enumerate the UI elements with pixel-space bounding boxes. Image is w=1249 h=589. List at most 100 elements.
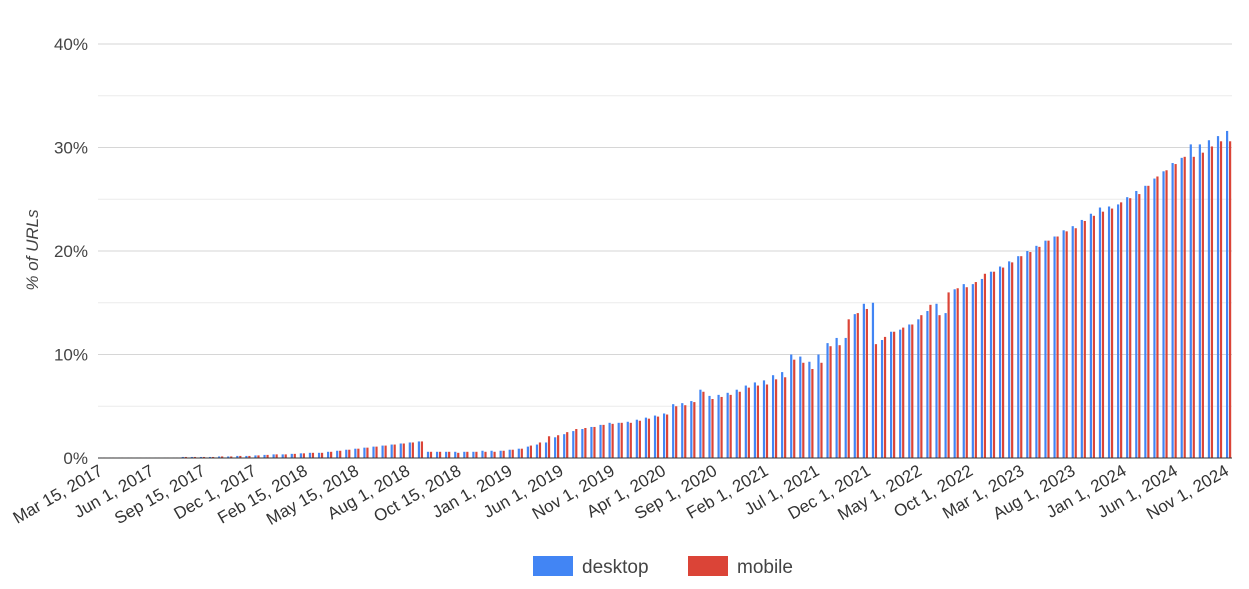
- desktop-bar: [308, 452, 312, 458]
- mobile-bar: [257, 455, 260, 458]
- desktop-bar: [944, 313, 947, 458]
- mobile-bar: [656, 416, 660, 458]
- y-tick-label: 0%: [63, 449, 88, 468]
- mobile-bar: [275, 454, 278, 458]
- mobile-bar: [384, 445, 387, 458]
- desktop-bar: [644, 417, 648, 458]
- desktop-bar: [463, 451, 466, 458]
- desktop-bar: [826, 343, 829, 458]
- desktop-bar: [290, 453, 293, 458]
- mobile-bar: [520, 448, 523, 458]
- mobile-bar: [738, 391, 741, 458]
- legend[interactable]: desktop mobile: [533, 556, 793, 578]
- desktop-bar: [908, 324, 911, 458]
- mobile-bar: [729, 394, 732, 458]
- mobile-bar: [1047, 240, 1050, 458]
- desktop-bar: [1089, 213, 1092, 458]
- desktop-bar: [726, 392, 729, 458]
- mobile-bar: [711, 399, 714, 458]
- desktop-bar: [454, 451, 457, 458]
- desktop-bar: [1107, 206, 1111, 458]
- desktop-bar: [935, 303, 938, 458]
- desktop-bar: [653, 415, 657, 458]
- mobile-bar: [1065, 231, 1068, 458]
- mobile-bar: [1038, 246, 1041, 458]
- desktop-bar: [989, 271, 993, 458]
- mobile-bar: [974, 282, 977, 458]
- mobile-bar: [611, 423, 614, 458]
- desktop-bar: [1153, 178, 1156, 459]
- desktop-bar: [1171, 163, 1174, 458]
- desktop-bar: [917, 319, 920, 458]
- desktop-bar: [345, 449, 348, 458]
- mobile-bar: [466, 451, 469, 458]
- mobile-bar: [339, 450, 342, 458]
- mobile-bar: [193, 456, 197, 458]
- desktop-bar: [236, 455, 239, 458]
- desktop-bar: [336, 450, 339, 458]
- desktop-bar: [1216, 136, 1220, 459]
- mobile-bar: [457, 452, 460, 458]
- desktop-bar: [880, 340, 884, 458]
- mobile-bar: [547, 436, 551, 458]
- mobile-bar: [1020, 256, 1023, 458]
- desktop-bar: [635, 419, 638, 458]
- mobile-bar: [411, 442, 414, 458]
- mobile-bar: [593, 426, 596, 458]
- mobile-bar: [1219, 141, 1223, 459]
- mobile-bar: [1156, 176, 1159, 459]
- desktop-bar: [590, 426, 593, 458]
- desktop-bar: [1017, 256, 1020, 458]
- desktop-bar: [199, 456, 203, 458]
- mobile-bar: [1001, 267, 1005, 458]
- mobile-bar: [1083, 220, 1086, 458]
- y-tick-label: 10%: [54, 346, 88, 365]
- desktop-bar: [372, 446, 375, 458]
- desktop-bar: [1226, 130, 1229, 458]
- desktop-bar: [617, 422, 620, 458]
- desktop-bar: [327, 451, 330, 458]
- mobile-bar: [393, 444, 396, 458]
- desktop-bar: [1008, 261, 1011, 458]
- desktop-bar: [1180, 157, 1183, 458]
- desktop-bar: [227, 456, 230, 458]
- desktop-bar: [899, 329, 902, 458]
- mobile-bar: [938, 315, 941, 458]
- mobile-bar: [838, 345, 841, 458]
- desktop-bar: [417, 441, 421, 458]
- desktop-bar: [526, 446, 529, 458]
- desktop-bar: [1126, 197, 1129, 458]
- desktop-bar: [1062, 230, 1065, 458]
- legend-swatch-mobile: [688, 556, 728, 576]
- mobile-bar: [566, 432, 569, 459]
- mobile-bar: [675, 406, 678, 458]
- desktop-bar: [544, 442, 548, 458]
- desktop-bar: [1026, 251, 1029, 458]
- desktop-bar: [426, 451, 430, 458]
- mobile-bar: [484, 451, 487, 458]
- mobile-bar: [902, 327, 905, 458]
- desktop-bar: [535, 444, 539, 458]
- mobile-bar: [865, 308, 868, 458]
- mobile-bar: [1201, 152, 1204, 459]
- desktop-bar: [808, 361, 811, 458]
- mobile-bar: [511, 449, 514, 458]
- mobile-bar: [829, 346, 832, 458]
- mobile-bar: [802, 362, 805, 458]
- mobile-bar: [1129, 198, 1132, 458]
- mobile-bar: [429, 451, 433, 458]
- desktop-bar: [690, 401, 693, 458]
- desktop-bar: [399, 443, 402, 458]
- mobile-bar: [647, 418, 651, 458]
- mobile-bar: [720, 396, 723, 458]
- mobile-bar: [1120, 202, 1123, 458]
- desktop-bar: [408, 442, 411, 458]
- desktop-bar: [445, 451, 448, 458]
- mobile-bar: [529, 445, 532, 458]
- y-tick-label: 40%: [54, 35, 88, 54]
- mobile-bar: [793, 359, 796, 458]
- mobile-bar: [847, 319, 850, 458]
- desktop-bar: [218, 456, 221, 458]
- desktop-bar: [862, 303, 865, 458]
- mobile-bar: [1056, 236, 1059, 458]
